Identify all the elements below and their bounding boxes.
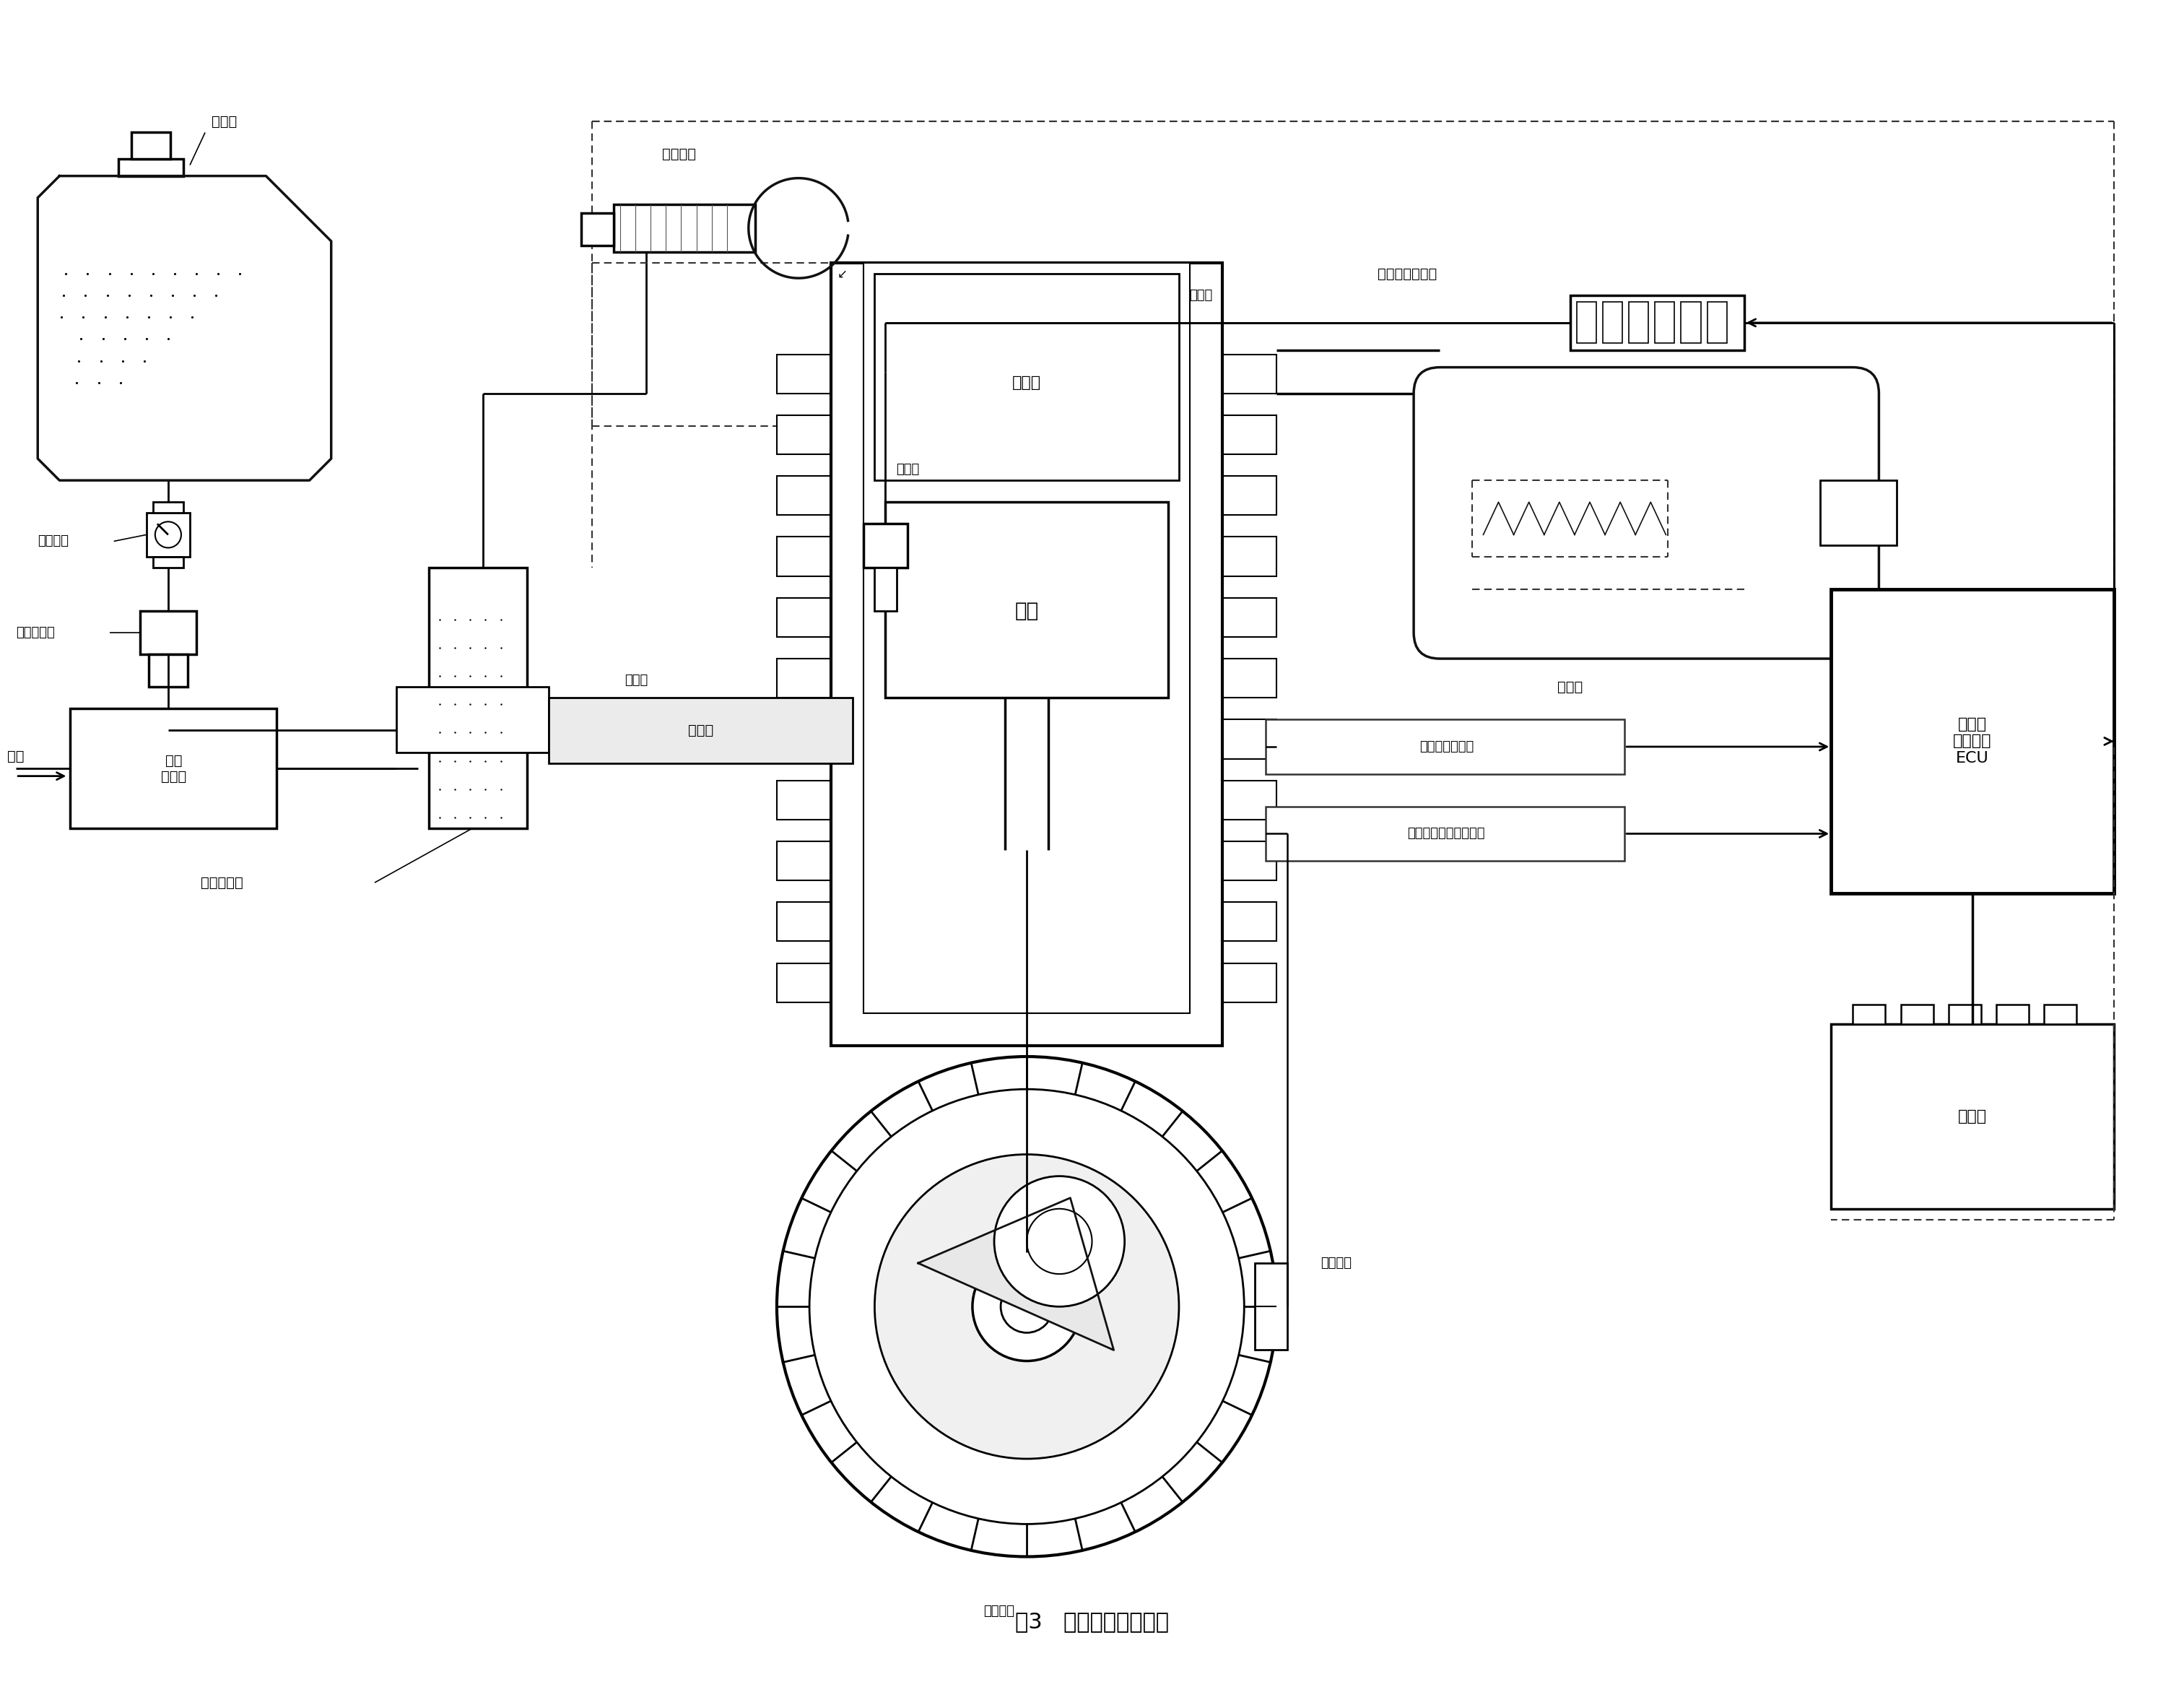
Text: ↙: ↙	[836, 267, 847, 280]
Bar	[778, 780, 832, 819]
Text: 排气管: 排气管	[1188, 289, 1212, 303]
Text: 电控化油器: 电控化油器	[201, 875, 242, 889]
Bar	[1223, 658, 1278, 697]
Circle shape	[810, 1090, 1245, 1523]
Bar	[874, 274, 1179, 481]
Bar	[2044, 1005, 2077, 1023]
Bar	[778, 354, 832, 393]
Bar	[1267, 719, 1625, 773]
Bar	[1223, 476, 1278, 515]
Bar	[778, 719, 832, 758]
Bar	[1682, 303, 1701, 343]
Circle shape	[778, 1057, 1278, 1557]
Bar	[1603, 303, 1623, 343]
Bar	[863, 524, 906, 568]
Text: 蓄电池: 蓄电池	[1957, 1108, 1987, 1124]
Circle shape	[1026, 1209, 1092, 1273]
Circle shape	[972, 1253, 1081, 1362]
Bar	[395, 687, 548, 751]
Text: 进气管: 进气管	[625, 673, 649, 687]
Bar	[153, 501, 183, 513]
Text: 消声器: 消声器	[1557, 680, 1583, 694]
Bar	[1996, 1005, 2029, 1023]
Bar	[1830, 1023, 2114, 1209]
Bar	[581, 212, 614, 245]
Bar	[614, 204, 756, 252]
Bar	[1267, 806, 1625, 860]
Bar	[131, 133, 170, 158]
Text: 图3   控制点火方案原理: 图3 控制点火方案原理	[1016, 1612, 1168, 1632]
Bar	[1948, 1005, 1981, 1023]
Text: 混合气: 混合气	[688, 724, 714, 738]
Circle shape	[1000, 1280, 1053, 1333]
Bar	[1223, 598, 1278, 638]
Bar	[149, 654, 188, 687]
Text: 油箱开关: 油箱开关	[37, 536, 68, 547]
Bar	[778, 842, 832, 881]
Bar	[70, 709, 277, 828]
Bar	[146, 513, 190, 556]
Text: 燃油滤清器: 燃油滤清器	[15, 626, 55, 639]
Bar	[778, 598, 832, 638]
Bar	[778, 415, 832, 454]
Bar	[118, 158, 183, 177]
Bar	[1819, 481, 1896, 546]
Text: 空气: 空气	[7, 750, 24, 763]
Text: 活塞: 活塞	[1016, 600, 1040, 620]
Bar	[874, 568, 895, 610]
Text: 转速信号和曲轴相位角: 转速信号和曲轴相位角	[1406, 828, 1485, 840]
Polygon shape	[37, 177, 332, 481]
Circle shape	[155, 522, 181, 547]
FancyBboxPatch shape	[1413, 367, 1878, 658]
Bar	[1629, 303, 1649, 343]
Bar	[1256, 1263, 1289, 1350]
Bar	[778, 658, 832, 697]
Bar	[548, 697, 854, 763]
Circle shape	[874, 1154, 1179, 1459]
Text: 缸壁温度传感器: 缸壁温度传感器	[1420, 740, 1474, 753]
Bar	[1223, 354, 1278, 393]
Bar	[1223, 964, 1278, 1003]
Bar	[428, 568, 526, 828]
Bar	[1223, 842, 1278, 881]
Bar	[1223, 415, 1278, 454]
Bar	[1223, 903, 1278, 942]
Bar	[832, 264, 1223, 1046]
Text: 触发线圈: 触发线圈	[1321, 1256, 1352, 1270]
Bar	[778, 964, 832, 1003]
Text: 空气
滤清器: 空气 滤清器	[162, 753, 186, 784]
Polygon shape	[917, 1198, 1114, 1350]
Bar	[778, 537, 832, 576]
Bar	[778, 476, 832, 515]
Bar	[885, 501, 1168, 697]
Bar	[1852, 1005, 1885, 1023]
Text: 电感式点火线圈: 电感式点火线圈	[1378, 267, 1437, 280]
Text: 多齿飞轮: 多齿飞轮	[983, 1605, 1013, 1617]
Bar	[1830, 590, 2114, 894]
Bar	[1655, 303, 1675, 343]
Bar	[1708, 303, 1728, 343]
Text: 燃烧室: 燃烧室	[1013, 376, 1042, 389]
Bar	[1577, 303, 1597, 343]
Bar	[1223, 780, 1278, 819]
Text: 火花塞: 火花塞	[895, 462, 919, 476]
Bar	[1223, 537, 1278, 576]
Bar	[1223, 719, 1278, 758]
Text: 摩托车
电控系统
ECU: 摩托车 电控系统 ECU	[1952, 717, 1992, 765]
Text: 燃油箱: 燃油箱	[212, 114, 238, 129]
Bar	[1570, 296, 1745, 350]
Bar	[863, 264, 1190, 1013]
Bar	[140, 610, 197, 654]
Bar	[153, 556, 183, 568]
Bar	[1900, 1005, 1933, 1023]
Bar	[778, 903, 832, 942]
Text: 油门手把: 油门手把	[662, 148, 697, 161]
Circle shape	[994, 1176, 1125, 1307]
